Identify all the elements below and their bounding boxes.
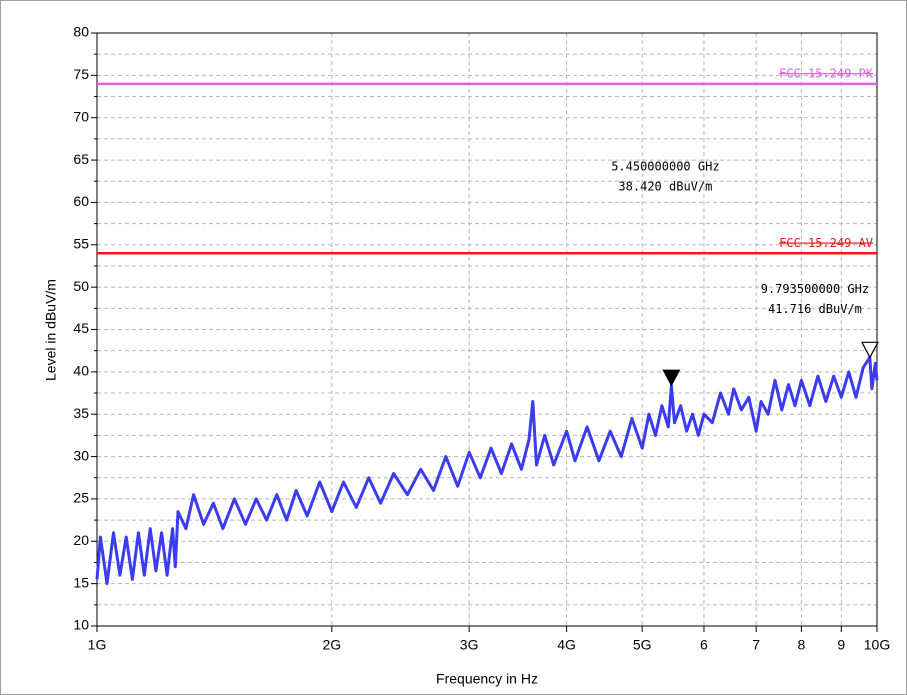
y-tick-label: 25 bbox=[73, 490, 89, 506]
x-tick-label: 7 bbox=[752, 637, 760, 653]
y-tick-label: 10 bbox=[73, 617, 89, 633]
y-tick-label: 70 bbox=[73, 108, 89, 124]
y-tick-label: 65 bbox=[73, 151, 89, 167]
y-tick-label: 50 bbox=[73, 278, 89, 294]
x-tick-label: 5G bbox=[633, 637, 652, 653]
y-axis-label: Level in dBuV/m bbox=[43, 279, 59, 381]
y-tick-label: 35 bbox=[73, 405, 89, 421]
y-tick-label: 45 bbox=[73, 320, 89, 336]
marker-label: 9.793500000 GHz bbox=[761, 282, 869, 296]
y-tick-label: 75 bbox=[73, 66, 89, 82]
y-tick-label: 80 bbox=[73, 24, 89, 40]
marker-triangle bbox=[662, 369, 681, 387]
plot-border bbox=[96, 32, 878, 627]
y-tick-label: 20 bbox=[73, 532, 89, 548]
x-tick-label: 8 bbox=[798, 637, 806, 653]
marker-label: 41.716 dBuV/m bbox=[768, 302, 862, 316]
x-tick-label: 9 bbox=[837, 637, 845, 653]
trace bbox=[95, 356, 879, 586]
x-tick-label: 6 bbox=[700, 637, 708, 653]
x-tick-label: 1G bbox=[88, 637, 107, 653]
marker-label: 5.450000000 GHz bbox=[611, 160, 719, 174]
y-tick-label: 15 bbox=[73, 574, 89, 590]
x-tick-label: 2G bbox=[322, 637, 341, 653]
y-tick-label: 60 bbox=[73, 193, 89, 209]
x-tick-label: 4G bbox=[557, 637, 576, 653]
y-tick-label: 40 bbox=[73, 363, 89, 379]
y-tick-label: 30 bbox=[73, 447, 89, 463]
marker-triangle bbox=[860, 341, 879, 359]
y-tick-label: 55 bbox=[73, 235, 89, 251]
marker-label: 38.420 dBuV/m bbox=[618, 180, 712, 194]
x-tick-label: 10G bbox=[864, 637, 890, 653]
x-tick-label: 3G bbox=[460, 637, 479, 653]
x-axis-label: Frequency in Hz bbox=[436, 671, 538, 687]
limit-label: FCC 15.249 AV bbox=[779, 236, 873, 250]
limit-label: FCC 15.249 PK bbox=[779, 66, 874, 80]
